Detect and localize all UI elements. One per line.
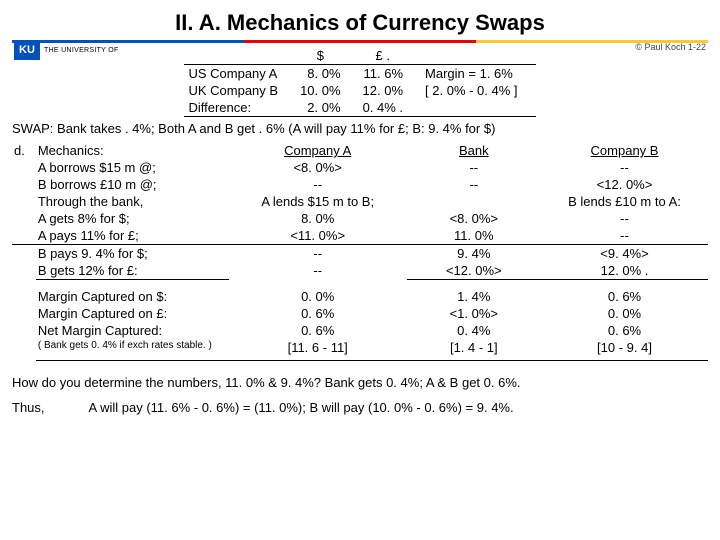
borrowing-rates-table: $ £ . US Company A 8. 0% 11. 6% Margin =… [184, 47, 535, 117]
margin-cell: 0. 6% [541, 288, 708, 305]
mech-hdr-company-a: Company A [229, 142, 407, 159]
rate-cell: US Company A [184, 65, 296, 83]
margin-cell: 0. 6% [541, 322, 708, 339]
mech-cell: A gets 8% for $; [36, 210, 229, 227]
mech-cell: -- [407, 176, 541, 193]
margin-cell: Margin Captured on £: [36, 305, 229, 322]
mech-cell: 8. 0% [229, 210, 407, 227]
rate-cell: 0. 4% . [359, 99, 421, 117]
ku-mark: KU [14, 40, 40, 60]
mech-hdr-bank: Bank [407, 142, 541, 159]
note-cell: [10 - 9. 4] [541, 339, 708, 356]
footer-question-line: How do you determine the numbers, 11. 0%… [12, 371, 708, 396]
rate-cell: 8. 0% [296, 65, 358, 83]
section-letter: d. [12, 142, 36, 159]
mechanics-table: d. Mechanics: Company A Bank Company B A… [12, 142, 708, 361]
mech-cell: <8. 0%> [407, 210, 541, 227]
mech-cell: A lends $15 m to B; [229, 193, 407, 210]
footer-thus-label: Thus, [12, 400, 45, 415]
margin-cell: 0. 4% [407, 322, 541, 339]
swap-summary-line: SWAP: Bank takes . 4%; Both A and B get … [12, 121, 708, 136]
mech-cell: <12. 0%> [541, 176, 708, 193]
mech-hdr-desc: Mechanics: [36, 142, 229, 159]
mech-cell: -- [229, 262, 407, 280]
rate-cell: Difference: [184, 99, 296, 117]
page-title: II. A. Mechanics of Currency Swaps [12, 10, 708, 36]
rate-cell: 12. 0% [359, 82, 421, 99]
mech-cell: B gets 12% for £: [36, 262, 229, 280]
rate-cell: Margin = 1. 6% [421, 65, 536, 83]
rate-cell: [ 2. 0% - 0. 4% ] [421, 82, 536, 99]
rate-cell: 2. 0% [296, 99, 358, 117]
rates-hdr-usd: $ [296, 47, 358, 65]
mech-cell: -- [229, 245, 407, 263]
mech-cell: A pays 11% for £; [36, 227, 229, 245]
mech-cell: B lends £10 m to A: [541, 193, 708, 210]
mech-cell: -- [407, 159, 541, 176]
footer-thus-body: A will pay (11. 6% - 0. 6%) = (11. 0%); … [89, 400, 514, 415]
rate-cell: 11. 6% [359, 65, 421, 83]
mech-hdr-company-b: Company B [541, 142, 708, 159]
rates-hdr-blank [184, 47, 296, 65]
rate-cell: 10. 0% [296, 82, 358, 99]
margin-cell: 0. 0% [229, 288, 407, 305]
mech-cell: -- [541, 159, 708, 176]
mech-cell: <8. 0%> [229, 159, 407, 176]
rates-hdr-margin [421, 47, 536, 65]
mech-cell: A borrows $15 m @; [36, 159, 229, 176]
note-cell: ( Bank gets 0. 4% if exch rates stable. … [36, 339, 229, 356]
university-logo: KU THE UNIVERSITY OF [14, 40, 119, 60]
footer-thus-line: Thus, A will pay (11. 6% - 0. 6%) = (11. … [12, 396, 708, 421]
note-cell: [11. 6 - 11] [229, 339, 407, 356]
margin-cell: 1. 4% [407, 288, 541, 305]
rate-cell [421, 99, 536, 117]
margin-cell: Margin Captured on $: [36, 288, 229, 305]
ku-text: THE UNIVERSITY OF [44, 47, 119, 54]
mech-cell: 9. 4% [407, 245, 541, 263]
mech-cell: -- [229, 176, 407, 193]
rates-hdr-gbp: £ . [359, 47, 421, 65]
margin-cell: 0. 6% [229, 322, 407, 339]
mech-cell: <11. 0%> [229, 227, 407, 245]
mech-cell: 11. 0% [407, 227, 541, 245]
margin-cell: Net Margin Captured: [36, 322, 229, 339]
mech-cell: <12. 0%> [407, 262, 541, 280]
mech-cell: -- [541, 227, 708, 245]
mech-cell: -- [541, 210, 708, 227]
mech-cell: B pays 9. 4% for $; [36, 245, 229, 263]
margin-cell: <1. 0%> [407, 305, 541, 322]
mech-cell: B borrows £10 m @; [36, 176, 229, 193]
mech-cell: <9. 4%> [541, 245, 708, 263]
margin-cell: 0. 0% [541, 305, 708, 322]
note-cell: [1. 4 - 1] [407, 339, 541, 356]
copyright-attribution: © Paul Koch 1-22 [635, 42, 706, 52]
rate-cell: UK Company B [184, 82, 296, 99]
mech-cell: 12. 0% . [541, 262, 708, 280]
mech-cell [407, 193, 541, 210]
mech-cell: Through the bank, [36, 193, 229, 210]
margin-cell: 0. 6% [229, 305, 407, 322]
